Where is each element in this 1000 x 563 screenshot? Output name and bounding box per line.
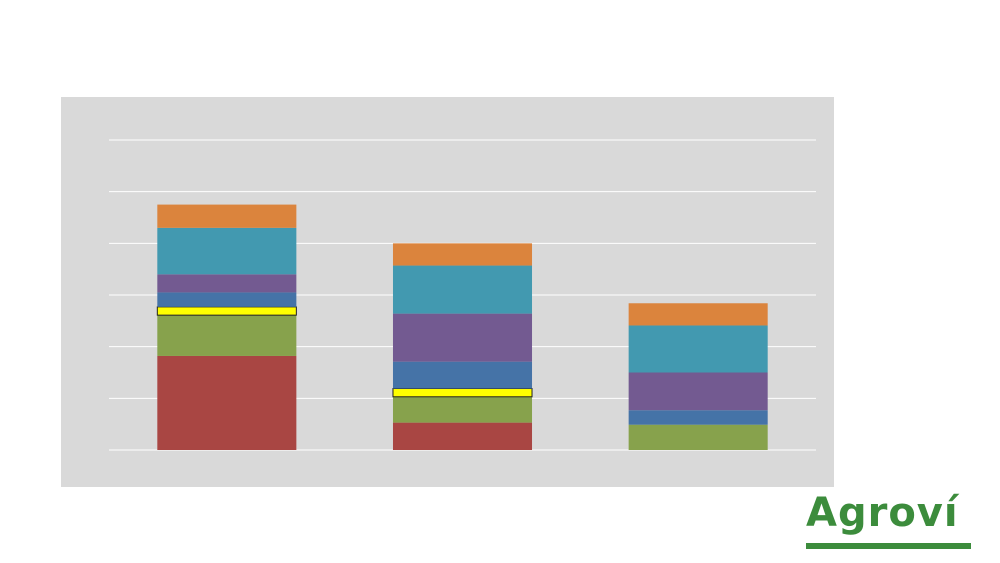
- bar-segment: [628, 372, 768, 411]
- bar-segment: [157, 274, 297, 293]
- bar-segment: [628, 325, 768, 373]
- bar-segment: [157, 204, 297, 228]
- bar-segment: [392, 265, 533, 314]
- bar-segment: [392, 361, 533, 389]
- agrovi-logo: Agroví: [806, 490, 972, 552]
- bar-segment: [157, 292, 297, 307]
- bar-segment: [392, 422, 533, 450]
- chart-panel: [61, 97, 834, 487]
- bar-segment: [157, 355, 297, 450]
- bar-segment: [157, 227, 297, 275]
- logo-underline: [806, 543, 971, 549]
- bar-segment: [392, 396, 533, 423]
- bar-segment: [156, 306, 297, 316]
- stacked-bar-chart: [109, 139, 816, 451]
- bar-segment: [628, 303, 768, 326]
- bar-segment: [392, 243, 533, 266]
- bar-segment: [628, 410, 768, 425]
- bar-segment: [157, 315, 297, 356]
- bar-segment: [392, 313, 533, 362]
- bar-segment: [628, 424, 768, 450]
- bar-segment: [392, 388, 533, 398]
- logo-text: Agroví: [806, 490, 959, 536]
